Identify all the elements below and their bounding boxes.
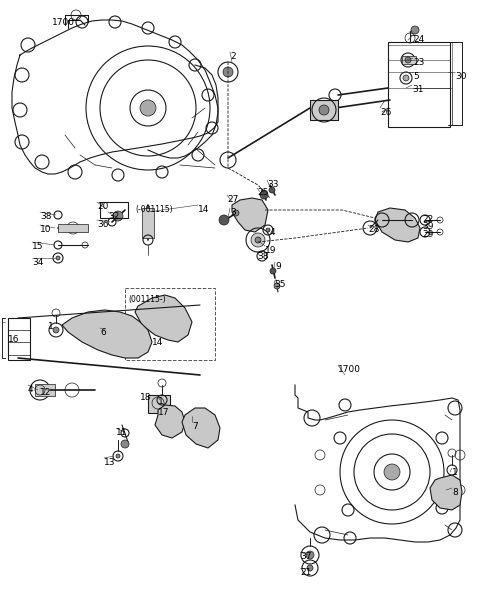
Text: 23: 23 (413, 58, 424, 67)
Text: 36: 36 (97, 220, 108, 229)
Text: 37: 37 (300, 552, 312, 561)
Text: 1700: 1700 (338, 365, 361, 374)
Text: 7: 7 (192, 422, 198, 431)
Polygon shape (182, 408, 220, 448)
Polygon shape (135, 295, 192, 342)
Text: 18: 18 (140, 393, 152, 402)
Text: 2: 2 (230, 52, 236, 61)
Polygon shape (62, 310, 152, 358)
Circle shape (411, 26, 419, 34)
Text: 17: 17 (158, 408, 169, 417)
Circle shape (113, 211, 123, 221)
Text: 24: 24 (413, 35, 424, 44)
Text: (001115-): (001115-) (128, 295, 166, 304)
Polygon shape (430, 475, 462, 510)
Text: 8: 8 (452, 488, 458, 497)
Text: 32: 32 (108, 212, 120, 221)
Text: 27: 27 (227, 195, 239, 204)
Circle shape (307, 565, 313, 571)
Bar (125, 288, 215, 360)
Text: 9: 9 (275, 262, 281, 271)
Text: 14: 14 (152, 338, 163, 347)
Text: 31: 31 (412, 85, 423, 94)
Bar (35, 384, 55, 396)
Circle shape (53, 327, 59, 333)
Text: (-001115): (-001115) (135, 205, 173, 214)
Circle shape (269, 187, 275, 193)
Polygon shape (375, 208, 420, 242)
Text: 4: 4 (28, 385, 34, 394)
Text: 19: 19 (265, 246, 276, 255)
Polygon shape (232, 198, 268, 232)
Text: 22: 22 (422, 215, 433, 224)
Circle shape (223, 67, 233, 77)
Text: 35: 35 (274, 280, 286, 289)
Text: 39: 39 (422, 222, 433, 231)
Bar (388, 42, 450, 127)
Text: 29: 29 (422, 230, 433, 239)
Text: 16: 16 (8, 335, 20, 344)
Text: 1: 1 (48, 322, 54, 331)
Text: 25: 25 (257, 188, 268, 197)
Text: 6: 6 (100, 328, 106, 337)
Text: 33: 33 (267, 180, 278, 189)
Circle shape (56, 256, 60, 260)
Text: 10: 10 (40, 225, 51, 234)
Polygon shape (155, 405, 185, 438)
Bar (100, 202, 128, 218)
Bar (58, 224, 88, 232)
Circle shape (116, 454, 120, 458)
Text: 4: 4 (270, 228, 276, 237)
Bar (310, 100, 338, 120)
Text: 30: 30 (455, 72, 467, 81)
Circle shape (260, 191, 268, 199)
Circle shape (233, 210, 239, 216)
Text: 3: 3 (230, 208, 236, 217)
Circle shape (319, 105, 329, 115)
Text: 26: 26 (380, 108, 391, 117)
Circle shape (255, 237, 261, 243)
Circle shape (270, 268, 276, 274)
Text: 1: 1 (158, 397, 164, 406)
Text: 15: 15 (32, 242, 44, 251)
Text: 1700: 1700 (52, 18, 75, 27)
Bar (402, 56, 416, 64)
Circle shape (140, 100, 156, 116)
Text: 11: 11 (116, 428, 128, 437)
Circle shape (274, 283, 280, 289)
Circle shape (121, 440, 129, 448)
Text: 20: 20 (97, 202, 108, 211)
Text: 34: 34 (32, 258, 43, 267)
Bar (142, 208, 154, 238)
Text: 14: 14 (198, 205, 209, 214)
Text: 28: 28 (368, 225, 379, 234)
Circle shape (266, 228, 270, 232)
Text: 12: 12 (40, 388, 51, 397)
Circle shape (405, 57, 411, 63)
Text: 38: 38 (257, 252, 268, 261)
Circle shape (251, 233, 265, 247)
Circle shape (403, 75, 409, 81)
Bar (148, 395, 170, 413)
Text: 13: 13 (104, 458, 116, 467)
Text: 38: 38 (40, 212, 51, 221)
Circle shape (384, 464, 400, 480)
Circle shape (306, 551, 314, 559)
Circle shape (219, 215, 229, 225)
Text: 5: 5 (413, 72, 419, 81)
Text: 21: 21 (300, 568, 312, 577)
Text: 1: 1 (452, 468, 458, 477)
Bar (8, 318, 30, 360)
